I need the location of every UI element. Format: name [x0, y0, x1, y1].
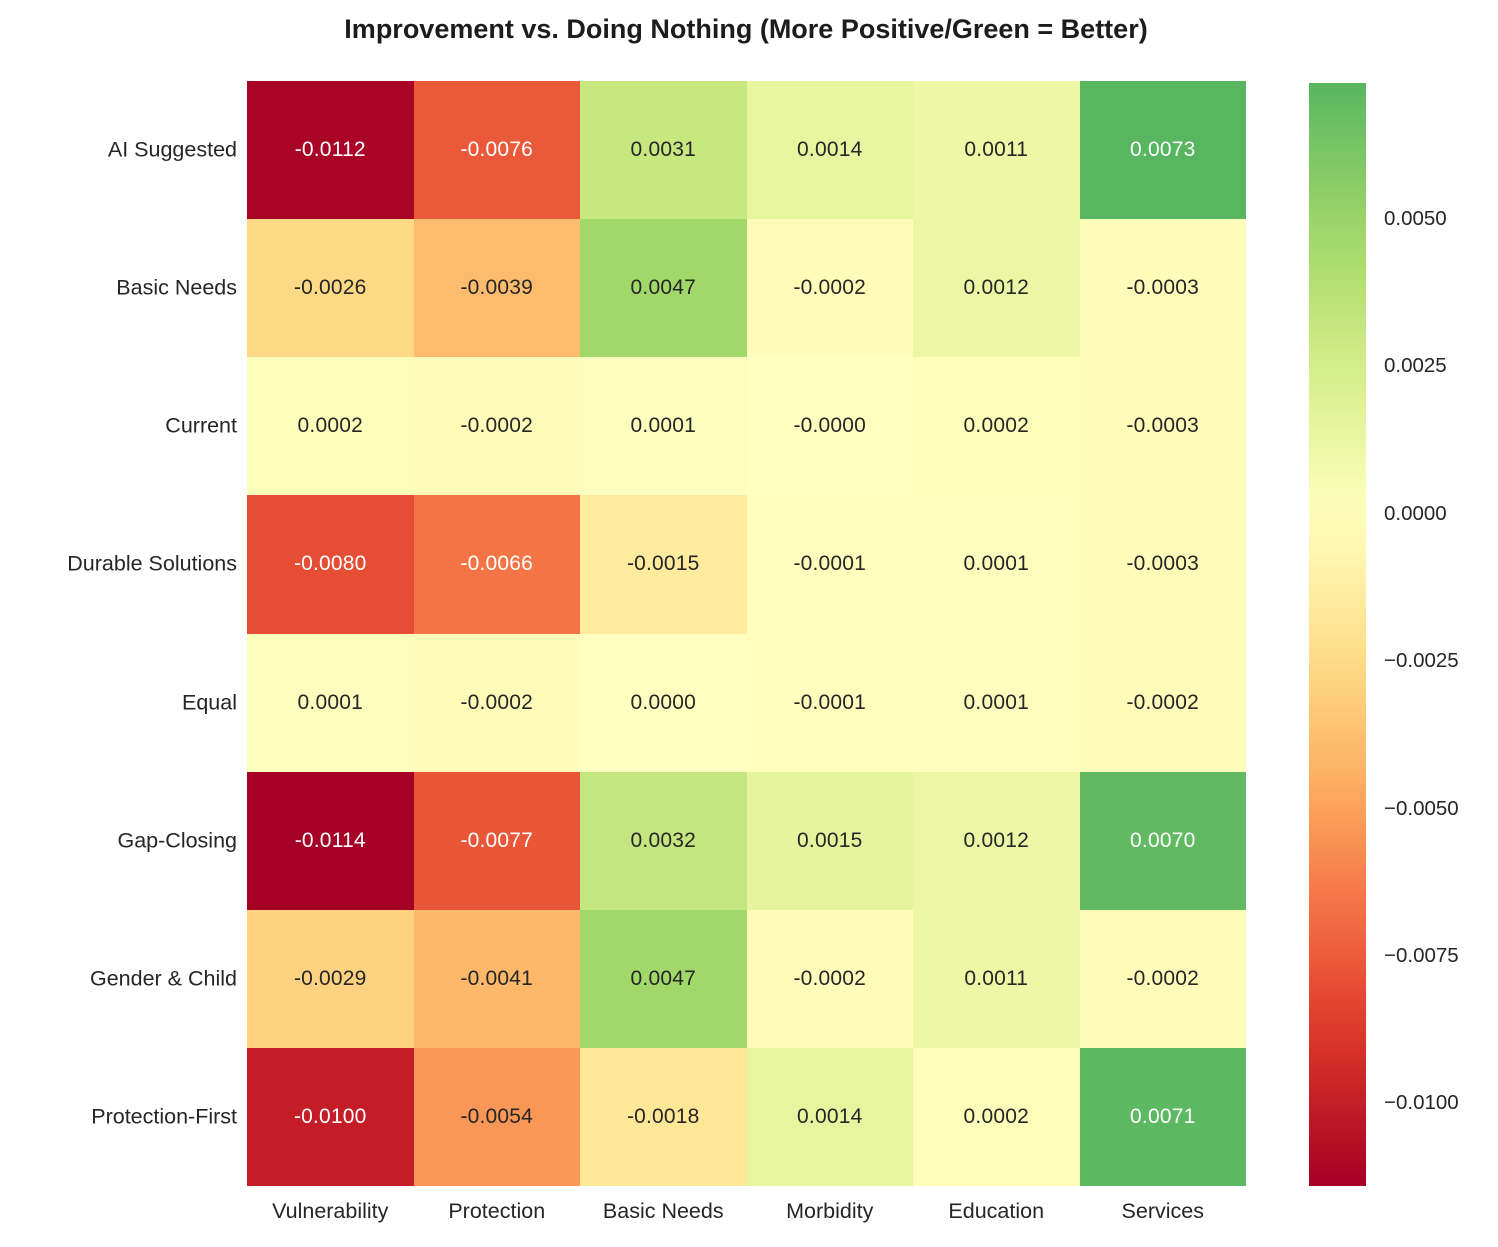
heatmap-cell: 0.0002: [913, 1047, 1080, 1186]
heatmap-cell: -0.0076: [413, 81, 580, 220]
heatmap-cell: -0.0066: [413, 495, 580, 634]
heatmap-cell: 0.0011: [913, 909, 1080, 1048]
chart-title: Improvement vs. Doing Nothing (More Posi…: [344, 14, 1148, 44]
y-tick-label: AI Suggested: [107, 137, 237, 162]
x-tick-label: Education: [948, 1199, 1045, 1223]
x-tick-label: Vulnerability: [272, 1199, 389, 1223]
heatmap-cell: -0.0001: [746, 495, 913, 634]
heatmap-cell: -0.0080: [247, 495, 414, 634]
colorbar-tick-label: 0.0000: [1384, 501, 1447, 525]
heatmap-cell: -0.0026: [247, 219, 414, 358]
heatmap-grid: -0.0112 -0.0076 0.0031 0.0014 0.0011 0.0073 -0…: [247, 81, 1246, 1186]
x-tick-label: Protection: [448, 1199, 546, 1223]
heatmap-cell: -0.0029: [247, 909, 414, 1048]
heatmap-cell: 0.0012: [913, 219, 1080, 358]
heatmap-cell: -0.0002: [746, 909, 913, 1048]
colorbar-tick-label: −0.0075: [1384, 943, 1459, 967]
heatmap-cell: 0.0071: [1079, 1047, 1246, 1186]
x-tick-label: Morbidity: [786, 1199, 874, 1223]
heatmap-cell: -0.0002: [413, 633, 580, 772]
heatmap-cell: -0.0018: [580, 1047, 747, 1186]
colorbar: [1309, 83, 1366, 1186]
colorbar-tick-label: −0.0025: [1384, 649, 1459, 673]
heatmap-cell: 0.0002: [247, 357, 414, 496]
heatmap-cell: -0.0100: [247, 1047, 414, 1186]
heatmap-cell: 0.0047: [580, 909, 747, 1048]
heatmap-cell: 0.0001: [580, 357, 747, 496]
heatmap-cell: -0.0041: [413, 909, 580, 1048]
y-tick-label: Protection-First: [91, 1104, 237, 1129]
y-tick-label: Equal: [182, 690, 237, 715]
y-tick-label: Gender & Child: [90, 966, 237, 991]
heatmap-cell: -0.0015: [580, 495, 747, 634]
heatmap-cell: -0.0002: [1079, 909, 1246, 1048]
colorbar-tick-label: 0.0025: [1384, 354, 1447, 378]
heatmap-cell: -0.0077: [413, 771, 580, 910]
heatmap-cell: 0.0032: [580, 771, 747, 910]
y-tick-label: Durable Solutions: [67, 551, 237, 576]
heatmap-cell: 0.0002: [913, 357, 1080, 496]
colorbar-tick-label: −0.0100: [1384, 1091, 1459, 1115]
heatmap-cell: 0.0073: [1079, 81, 1246, 220]
heatmap-cell: 0.0001: [913, 633, 1080, 772]
heatmap-cell: -0.0114: [247, 771, 414, 910]
heatmap-cell: 0.0031: [580, 81, 747, 220]
heatmap-cell: -0.0002: [413, 357, 580, 496]
colorbar-tick-label: 0.0050: [1384, 206, 1447, 230]
heatmap-cell: -0.0001: [746, 633, 913, 772]
heatmap-cell: -0.0003: [1079, 357, 1246, 496]
y-tick-label: Current: [165, 413, 237, 438]
heatmap-cell: -0.0003: [1079, 219, 1246, 358]
heatmap-cell: -0.0002: [1079, 633, 1246, 772]
heatmap-cell: -0.0003: [1079, 495, 1246, 634]
heatmap-cell: 0.0000: [580, 633, 747, 772]
colorbar-tick-label: −0.0050: [1384, 796, 1459, 820]
heatmap-cell: -0.0112: [247, 81, 414, 220]
x-tick-label: Basic Needs: [602, 1199, 724, 1223]
heatmap-cell: 0.0047: [580, 219, 747, 358]
heatmap-cell: 0.0070: [1079, 771, 1246, 910]
heatmap-cell: 0.0001: [247, 633, 414, 772]
heatmap-cell: 0.0011: [913, 81, 1080, 220]
heatmap-cell: 0.0015: [746, 771, 913, 910]
heatmap-cell: 0.0014: [746, 1047, 913, 1186]
y-tick-label: Gap-Closing: [117, 828, 238, 853]
heatmap-cell: 0.0001: [913, 495, 1080, 634]
y-tick-label: Basic Needs: [116, 275, 237, 300]
heatmap-cell: -0.0054: [413, 1047, 580, 1186]
heatmap-cell: 0.0012: [913, 771, 1080, 910]
heatmap-cell: -0.0002: [746, 219, 913, 358]
heatmap-cell: -0.0039: [413, 219, 580, 358]
x-tick-label: Services: [1121, 1199, 1204, 1223]
heatmap-cell: 0.0014: [746, 81, 913, 220]
heatmap-cell: -0.0000: [746, 357, 913, 496]
